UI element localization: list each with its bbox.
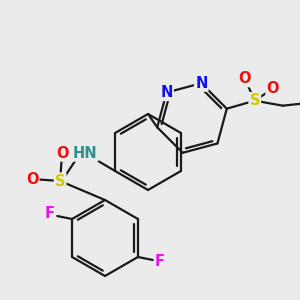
Text: O: O bbox=[56, 146, 68, 160]
Text: S: S bbox=[250, 93, 260, 108]
Text: O: O bbox=[26, 172, 38, 187]
Text: O: O bbox=[238, 71, 251, 86]
Text: N: N bbox=[195, 76, 208, 91]
Text: S: S bbox=[55, 173, 65, 188]
Text: HN: HN bbox=[73, 146, 98, 160]
Text: F: F bbox=[155, 254, 165, 269]
Text: F: F bbox=[45, 206, 55, 221]
Text: O: O bbox=[266, 81, 279, 96]
Text: N: N bbox=[160, 85, 173, 100]
